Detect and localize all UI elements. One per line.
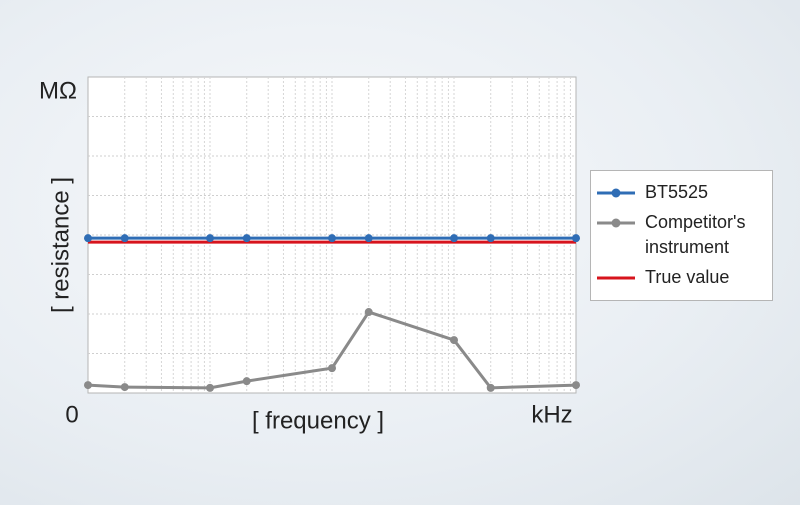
data-point bbox=[364, 308, 373, 317]
data-point bbox=[450, 234, 458, 243]
data-point bbox=[328, 364, 336, 373]
x-unit-label: kHz bbox=[531, 401, 572, 428]
legend-symbol bbox=[597, 218, 635, 228]
legend-marker bbox=[611, 188, 621, 198]
legend-symbol bbox=[597, 276, 635, 280]
data-point bbox=[572, 234, 580, 243]
legend-symbol bbox=[597, 188, 635, 198]
data-point bbox=[206, 234, 214, 243]
data-point bbox=[84, 234, 92, 243]
data-point bbox=[206, 383, 214, 392]
y-axis-title: [ resistance ] bbox=[47, 177, 74, 313]
y-unit-label: MΩ bbox=[39, 77, 77, 104]
data-point bbox=[450, 336, 458, 345]
legend-entry: True value bbox=[595, 265, 768, 290]
legend-entry: BT5525 bbox=[595, 180, 768, 205]
data-point bbox=[486, 383, 495, 392]
data-point bbox=[328, 234, 336, 243]
data-point bbox=[242, 234, 251, 243]
legend: BT5525 Competitor's instrument True value bbox=[590, 170, 773, 301]
legend-marker bbox=[611, 218, 621, 228]
legend-label: True value bbox=[645, 267, 730, 287]
data-point bbox=[120, 234, 129, 243]
legend-label: BT5525 bbox=[645, 182, 709, 202]
legend-label: Competitor's instrument bbox=[645, 212, 746, 257]
data-point bbox=[572, 381, 580, 390]
data-point bbox=[242, 377, 251, 386]
data-point bbox=[84, 381, 92, 390]
data-point bbox=[120, 383, 129, 392]
x-axis-title: [ frequency ] bbox=[252, 407, 384, 434]
data-point bbox=[486, 234, 495, 243]
x-origin-label: 0 bbox=[65, 401, 78, 428]
legend-entry: Competitor's instrument bbox=[595, 210, 768, 260]
data-point bbox=[364, 234, 373, 243]
